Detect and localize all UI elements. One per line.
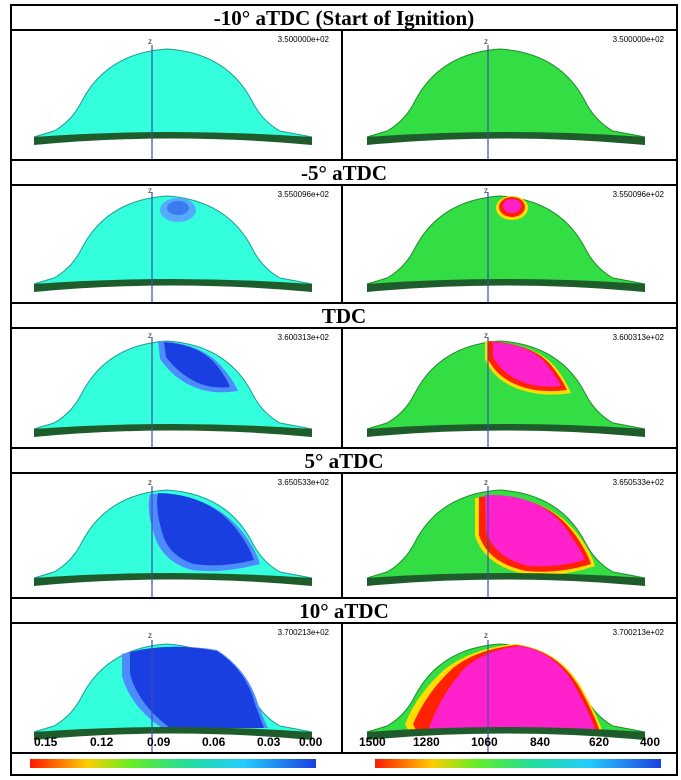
colorbar-tick: 620	[589, 735, 610, 749]
dome-temperature	[366, 192, 646, 302]
panel-row: z 3.650533e+02 z 3.650533e+02	[12, 474, 676, 599]
colorbar-tick: 1060	[471, 735, 498, 749]
z-axis-label: z	[484, 186, 488, 195]
colorbar-tick: 0.12	[90, 735, 114, 749]
colorbar-tick: 0.00	[299, 735, 323, 749]
panel-title: -5° aTDC	[12, 161, 676, 186]
colorbar-tick: 1280	[413, 735, 440, 749]
z-axis-label: z	[148, 186, 152, 195]
colorbar-tick: 400	[640, 735, 661, 749]
colorbar-tick: 0.15	[34, 735, 58, 749]
colorbar-gradient	[375, 759, 661, 768]
panel-title: -10° aTDC (Start of Ignition)	[12, 6, 676, 31]
time-label: 3.500000e+02	[277, 35, 329, 44]
z-axis-label: z	[148, 331, 152, 340]
time-label: 3.700213e+02	[612, 628, 664, 637]
dome-equivalence-ratio	[33, 337, 313, 447]
z-axis-label: z	[484, 478, 488, 487]
dome-equivalence-ratio	[33, 486, 313, 597]
left-view: z 3.700213e+02	[12, 624, 343, 752]
dome-temperature	[366, 45, 646, 159]
time-label: 3.700213e+02	[277, 628, 329, 637]
panel-title: TDC	[12, 304, 676, 329]
time-label: 3.550096e+02	[277, 190, 329, 199]
colorbar-tick: 1500	[359, 735, 386, 749]
z-axis-label: z	[148, 631, 152, 640]
left-view: z 3.550096e+02	[12, 186, 343, 302]
colorbar-temperature: 1500 1280 1060 840 620 400	[345, 731, 675, 775]
left-view: z 3.600313e+02	[12, 329, 343, 447]
colorbar-gradient	[30, 759, 316, 768]
right-view: z 3.550096e+02	[345, 186, 676, 302]
colorbar-tick: 840	[530, 735, 551, 749]
time-label: 3.550096e+02	[612, 190, 664, 199]
colorbar-tick: 0.06	[202, 735, 226, 749]
z-axis-label: z	[484, 37, 488, 46]
z-axis-label: z	[484, 331, 488, 340]
colorbar-tick: 0.09	[147, 735, 171, 749]
right-view: z 3.500000e+02	[345, 31, 676, 159]
right-view: z 3.650533e+02	[345, 474, 676, 597]
right-view: z 3.600313e+02	[345, 329, 676, 447]
panel-row: z 3.600313e+02 z 3.600313e+02	[12, 329, 676, 449]
dome-temperature	[366, 486, 646, 597]
right-view: z 3.700213e+02	[345, 624, 676, 752]
dome-equivalence-ratio	[33, 192, 313, 302]
z-axis-label: z	[148, 37, 152, 46]
time-label: 3.500000e+02	[612, 35, 664, 44]
z-axis-label: z	[148, 478, 152, 487]
time-label: 3.600313e+02	[277, 333, 329, 342]
panel-title: 10° aTDC	[12, 599, 676, 624]
panel-title: 5° aTDC	[12, 449, 676, 474]
colorbar-equivalence-ratio: 0.15 0.12 0.09 0.06 0.03 0.00	[12, 731, 342, 775]
time-label: 3.600313e+02	[612, 333, 664, 342]
time-label: 3.650533e+02	[612, 478, 664, 487]
panel-row: z 3.700213e+02 z 3.700213e+02	[12, 624, 676, 754]
left-view: z 3.500000e+02	[12, 31, 343, 159]
z-axis-label: z	[484, 631, 488, 640]
dome-equivalence-ratio	[33, 640, 313, 752]
figure-grid: -10° aTDC (Start of Ignition) z 3.500000…	[10, 4, 678, 776]
dome-temperature	[366, 337, 646, 447]
time-label: 3.650533e+02	[277, 478, 329, 487]
panel-row: z 3.550096e+02 z 3.550096e+02	[12, 186, 676, 304]
colorbar-tick: 0.03	[257, 735, 281, 749]
dome-equivalence-ratio	[33, 45, 313, 159]
dome-temperature	[366, 640, 646, 752]
panel-row: z 3.500000e+02 z 3.500000e+02	[12, 31, 676, 161]
left-view: z 3.650533e+02	[12, 474, 343, 597]
